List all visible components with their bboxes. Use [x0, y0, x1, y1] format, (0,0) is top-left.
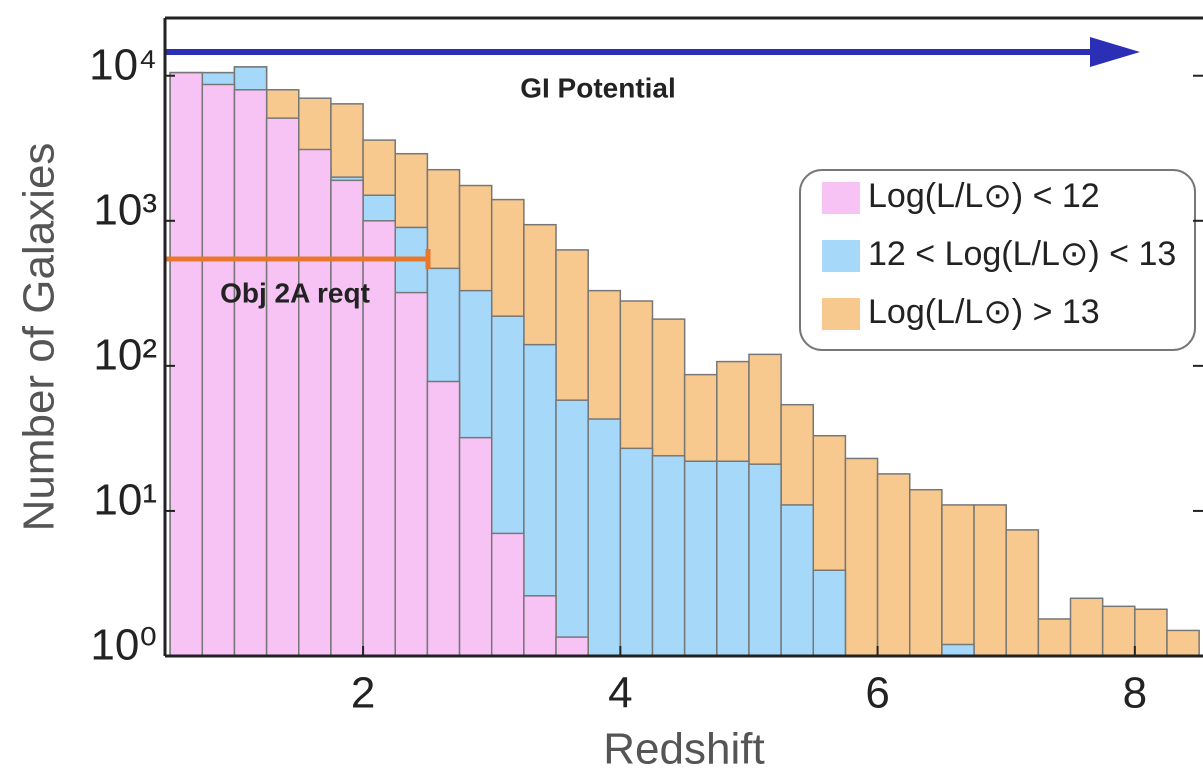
x-tick-label: 8 — [1123, 669, 1147, 718]
bar — [298, 148, 332, 657]
bar — [780, 504, 815, 657]
plot-area — [169, 66, 1200, 657]
bar — [394, 291, 429, 657]
y-tick-label: 10³ — [93, 185, 157, 234]
bar — [973, 504, 1007, 657]
legend-swatch — [822, 240, 860, 272]
bar — [1166, 629, 1200, 657]
annotation: Obj 2A reqt — [220, 277, 370, 308]
bar — [748, 463, 782, 657]
y-tick-label: 10⁴ — [89, 40, 157, 89]
y-tick-label: 10⁰ — [90, 621, 157, 670]
bar — [812, 569, 847, 657]
bar — [169, 71, 204, 657]
bar — [941, 504, 975, 657]
bar — [330, 179, 364, 657]
bar — [1037, 618, 1072, 657]
x-tick-label: 4 — [608, 669, 632, 718]
legend-box — [799, 169, 1196, 351]
bar — [523, 595, 557, 657]
x-tick-label: 6 — [865, 669, 889, 718]
bar — [844, 457, 879, 657]
bar — [490, 532, 525, 657]
bar — [908, 488, 943, 657]
bar — [1005, 529, 1040, 657]
bar — [458, 436, 493, 657]
bar — [1101, 605, 1136, 657]
bar — [1069, 597, 1104, 657]
bar — [265, 117, 300, 657]
y-tick-label: 10¹ — [93, 476, 157, 525]
bar — [941, 643, 975, 657]
y-axis-label: Number of Galaxies — [15, 143, 64, 532]
bar — [651, 455, 686, 657]
bar — [233, 89, 268, 657]
gi-arrowhead — [1090, 37, 1140, 67]
bar — [555, 636, 589, 657]
legend-label: Log(L/L⊙) < 12 — [868, 177, 1100, 215]
legend: Log(L/L⊙) < 12 12 < Log(L/L⊙) < 13 Log(L/L… — [822, 177, 1176, 331]
bar — [876, 473, 911, 657]
legend-label: 12 < Log(L/L⊙) < 13 — [868, 235, 1176, 273]
legend-label: Log(L/L⊙) > 13 — [868, 293, 1100, 331]
bar — [619, 447, 654, 657]
x-tick-label: 2 — [351, 669, 375, 718]
bar — [555, 399, 589, 657]
bar — [683, 460, 718, 657]
annotation: GI Potential — [520, 72, 676, 103]
y-tick-label: 10² — [93, 330, 157, 379]
bar — [1134, 608, 1168, 657]
bar — [587, 418, 622, 657]
legend-swatch — [822, 182, 860, 214]
bar — [426, 380, 461, 657]
x-axis-label: Redshift — [603, 725, 764, 774]
legend-swatch — [822, 298, 860, 330]
bar — [201, 83, 236, 657]
bar — [716, 460, 750, 657]
